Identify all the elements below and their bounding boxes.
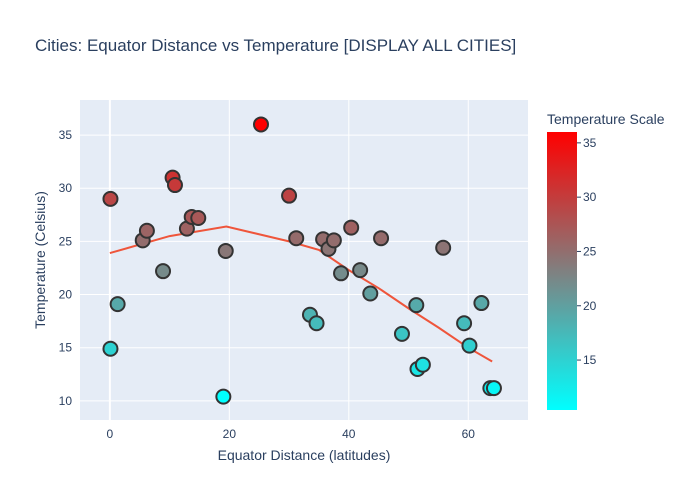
data-point-13[interactable] [252,116,269,133]
data-point-21[interactable] [333,265,350,282]
x-tick-label-3: 60 [462,427,476,441]
y-tick-label-2: 20 [59,288,73,302]
data-point-31[interactable] [456,315,473,332]
data-point-32[interactable] [461,337,478,354]
data-point-10[interactable] [190,210,207,227]
colorbar-tick-label-4: 35 [583,136,597,150]
colorbar-tick-label-2: 25 [583,244,597,258]
y-tick-label-1: 15 [59,341,73,355]
data-point-27[interactable] [408,297,425,314]
y-tick-label-4: 30 [59,181,73,195]
data-point-12[interactable] [217,242,234,259]
data-point-29[interactable] [414,356,431,373]
y-tick-label-0: 10 [59,394,73,408]
colorbar-tick-label-1: 20 [583,299,597,313]
data-points[interactable] [102,116,502,405]
data-point-7[interactable] [166,177,183,194]
y-tick-label-3: 25 [59,234,73,248]
data-point-14[interactable] [281,187,298,204]
trend-line-layer [109,225,493,363]
data-point-22[interactable] [343,219,360,236]
chart-title: Cities: Equator Distance vs Temperature … [35,36,516,55]
colorbar-tick-label-3: 30 [583,190,597,204]
data-point-4[interactable] [138,222,155,239]
data-point-15[interactable] [288,230,305,247]
colorbar-tick-labels: 15 20 25 30 35 [577,136,597,367]
grid-lines [80,100,528,420]
data-point-35[interactable] [485,380,502,397]
data-point-5[interactable] [155,263,172,280]
trend-line [109,225,493,363]
data-point-11[interactable] [215,388,232,405]
data-point-33[interactable] [473,295,490,312]
colorbar-tick-label-0: 15 [583,353,597,367]
data-point-23[interactable] [352,262,369,279]
tick-labels: 0 20 40 60 10 15 20 25 30 35 [59,128,476,441]
colorbar-title: Temperature Scale [547,111,665,127]
data-point-2[interactable] [109,296,126,313]
plot-area [80,100,528,420]
data-point-30[interactable] [435,239,452,256]
x-tick-label-0: 0 [107,427,114,441]
y-tick-label-5: 35 [59,128,73,142]
colorbar [547,132,577,410]
data-point-1[interactable] [102,190,119,207]
data-point-25[interactable] [373,230,390,247]
x-tick-label-1: 20 [223,427,237,441]
data-point-0[interactable] [102,340,119,357]
y-axis-title: Temperature (Celsius) [32,191,48,329]
data-point-24[interactable] [362,285,379,302]
x-axis-title: Equator Distance (latitudes) [218,447,391,463]
data-point-17[interactable] [308,315,325,332]
data-point-26[interactable] [393,325,410,342]
x-tick-label-2: 40 [342,427,356,441]
data-point-20[interactable] [325,232,342,249]
